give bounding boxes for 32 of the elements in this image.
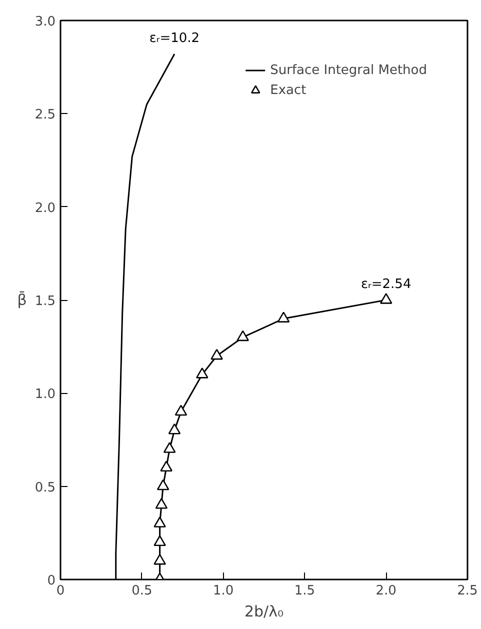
x-tick-label: 1.5 (294, 584, 316, 598)
legend-label: Exact (270, 82, 306, 98)
y-axis-title: β̄ (17, 290, 27, 309)
y-tick-label: 1.0 (34, 387, 56, 402)
point (168, 423, 181, 434)
point (196, 368, 208, 378)
point (156, 479, 170, 490)
annotation: εᵣ=10.2 (149, 31, 200, 46)
point (277, 312, 290, 322)
point (154, 554, 166, 565)
point (236, 330, 249, 342)
point (154, 516, 166, 528)
point (163, 442, 176, 453)
legend-label: Surface Integral Method (270, 62, 427, 78)
y-tick-label: 1.5 (34, 294, 56, 309)
x-tick-label: 1.0 (212, 584, 234, 598)
y-tick-label: 0 (47, 574, 56, 588)
point (380, 293, 392, 304)
x-tick-label: 0.5 (132, 584, 152, 598)
y-tick-label: 2.0 (34, 200, 56, 216)
point (210, 348, 223, 360)
annotation: εᵣ=2.54 (360, 277, 412, 292)
y-tick-label: 0.5 (34, 480, 56, 496)
point (154, 535, 166, 546)
x-tick-label: 2.5 (457, 584, 478, 598)
x-tick-label: 2.0 (376, 584, 396, 598)
y-tick-label: 3.0 (34, 14, 56, 30)
y-tick-label: 2.5 (34, 108, 56, 123)
point (174, 404, 188, 416)
x-axis-title: 2b/λ₀ (244, 602, 284, 620)
point (155, 498, 168, 509)
point (160, 460, 172, 472)
